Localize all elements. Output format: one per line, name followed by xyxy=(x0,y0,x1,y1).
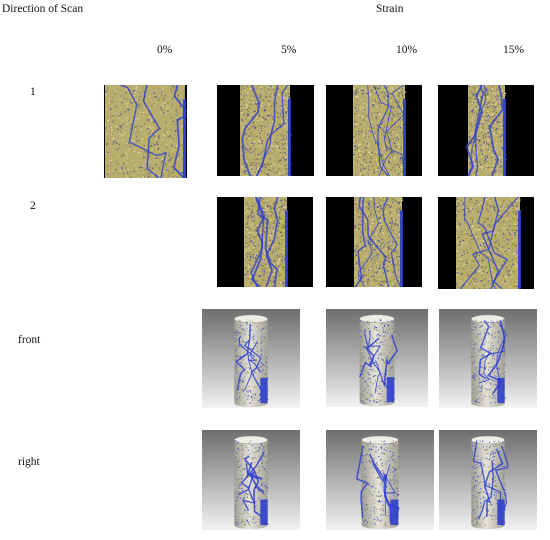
column-label-15: 15% xyxy=(503,44,525,56)
3d-cylinder-front-15pct xyxy=(439,309,537,408)
column-label-5: 5% xyxy=(281,44,297,56)
column-label-0: 0% xyxy=(157,44,173,56)
3d-cylinder-right-15pct xyxy=(439,430,537,530)
3d-cylinder-right-10pct xyxy=(326,430,434,530)
row-label-front: front xyxy=(18,334,41,346)
ct-slice-row1-5pct xyxy=(217,85,314,176)
column-label-10: 10% xyxy=(396,44,418,56)
ct-slice-row1-15pct xyxy=(438,85,534,176)
row-label-1: 1 xyxy=(30,86,36,98)
ct-slice-row2-10pct xyxy=(326,197,422,287)
ct-slice-row2-15pct xyxy=(438,197,534,289)
row-label-right: right xyxy=(18,456,40,468)
strain-heading: Strain xyxy=(376,3,404,15)
3d-cylinder-front-10pct xyxy=(326,309,428,407)
ct-slice-row2-5pct xyxy=(217,197,313,287)
3d-cylinder-front-5pct xyxy=(202,309,300,408)
row-label-2: 2 xyxy=(30,200,36,212)
ct-slice-row1-10pct xyxy=(326,85,422,176)
ct-slice-row1-0pct xyxy=(104,85,187,178)
direction-of-scan-heading: Direction of Scan xyxy=(2,3,84,15)
3d-cylinder-right-5pct xyxy=(202,430,300,530)
